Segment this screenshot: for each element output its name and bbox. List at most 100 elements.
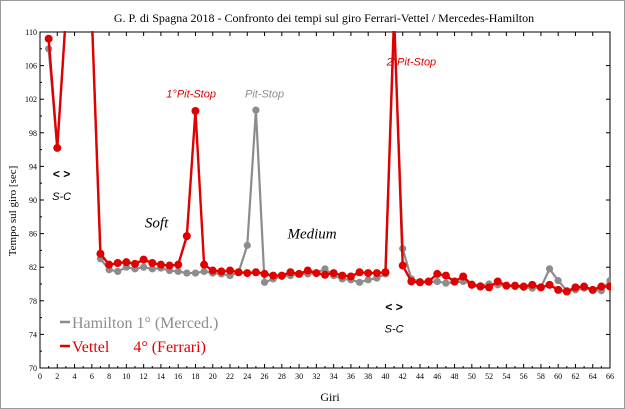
annotation-label: S-C: [385, 324, 404, 336]
data-point-vettel: [485, 283, 494, 292]
data-point-hamilton: [442, 279, 450, 287]
data-point-vettel: [105, 260, 114, 269]
data-point-vettel: [174, 260, 183, 269]
data-point-hamilton: [200, 267, 208, 275]
x-tick-label: 48: [451, 372, 459, 381]
series-group: [44, 11, 611, 296]
data-point-vettel: [243, 269, 252, 278]
data-point-vettel: [269, 271, 278, 280]
data-point-vettel: [355, 268, 364, 277]
data-point-vettel: [450, 277, 459, 286]
data-point-vettel: [407, 277, 416, 286]
x-tick-label: 12: [140, 372, 148, 381]
series-line-hamilton: [47, 31, 611, 292]
data-point-vettel: [191, 106, 200, 115]
data-point-vettel: [286, 268, 295, 277]
x-tick-label: 4: [73, 372, 77, 381]
annotation-label: 1°Pit-Stop: [166, 89, 216, 101]
data-point-vettel: [416, 278, 424, 287]
annotation-label: S-C: [52, 191, 71, 203]
y-tick-label: 94: [29, 162, 37, 171]
data-point-vettel: [44, 34, 53, 43]
data-point-hamilton: [554, 277, 562, 285]
data-point-vettel: [338, 271, 347, 280]
x-tick-label: 30: [295, 372, 303, 381]
data-point-vettel: [88, 11, 96, 19]
y-tick-label: 70: [29, 364, 37, 373]
legend: Hamilton 1° (Merced.) Vettel 4° (Ferrari): [60, 315, 218, 356]
data-point-vettel: [502, 281, 511, 290]
data-point-vettel: [165, 261, 174, 270]
legend-label: Hamilton 1° (Merced.): [72, 315, 218, 332]
x-tick-label: 50: [468, 372, 476, 381]
data-point-vettel: [260, 269, 269, 278]
data-point-vettel: [467, 280, 476, 289]
x-tick-label: 18: [191, 372, 199, 381]
data-point-vettel: [277, 271, 286, 280]
data-point-vettel: [96, 249, 105, 258]
data-point-hamilton: [183, 269, 191, 277]
x-tick-label: 62: [571, 372, 579, 381]
data-point-vettel: [79, 11, 87, 19]
data-point-vettel: [217, 267, 226, 276]
x-tick-label: 58: [537, 372, 545, 381]
x-tick-label: 14: [157, 372, 165, 381]
y-tick-label: 78: [29, 297, 37, 306]
data-point-hamilton: [243, 241, 251, 249]
data-point-vettel: [554, 285, 563, 294]
data-point-hamilton: [364, 276, 372, 284]
x-tick-label: 40: [381, 372, 389, 381]
data-point-vettel: [493, 277, 502, 286]
data-point-hamilton: [545, 265, 554, 273]
x-tick-label: 52: [485, 372, 493, 381]
x-tick-label: 24: [243, 372, 251, 381]
x-tick-label: 46: [433, 372, 441, 381]
x-tick-label: 56: [520, 372, 528, 381]
y-tick-label: 106: [25, 62, 37, 71]
data-point-vettel: [511, 281, 519, 290]
data-point-vettel: [71, 11, 79, 19]
y-tick-label: 102: [25, 95, 37, 104]
data-point-hamilton: [606, 277, 611, 285]
data-point-vettel: [234, 268, 243, 277]
y-tick-label: 74: [29, 330, 37, 339]
data-point-vettel: [62, 11, 70, 19]
x-tick-label: 44: [416, 372, 424, 381]
annotation-label: Pit-Stop: [245, 89, 284, 101]
data-point-vettel: [519, 282, 528, 291]
data-point-vettel: [424, 277, 433, 286]
data-point-hamilton: [174, 267, 182, 275]
data-point-vettel: [562, 287, 571, 296]
data-point-vettel: [346, 272, 355, 281]
y-tick-label: 110: [25, 28, 37, 37]
x-tick-label: 16: [174, 372, 182, 381]
x-tick-label: 42: [399, 372, 407, 381]
data-point-vettel: [398, 261, 407, 270]
data-point-vettel: [139, 255, 148, 264]
data-point-hamilton: [260, 278, 269, 286]
x-tick-label: 22: [226, 372, 234, 381]
data-point-vettel: [148, 259, 157, 267]
x-axis-label: Giri: [320, 390, 340, 404]
data-point-vettel: [329, 269, 338, 278]
x-tick-label: 2: [55, 372, 59, 381]
data-point-vettel: [571, 283, 580, 292]
data-point-vettel: [381, 268, 390, 277]
data-point-hamilton: [321, 265, 329, 273]
data-point-hamilton: [148, 265, 156, 273]
annotation-label: Medium: [286, 227, 336, 243]
data-point-hamilton: [433, 277, 441, 286]
x-tick-label: 66: [606, 372, 614, 381]
data-point-hamilton: [252, 106, 260, 114]
data-point-vettel: [441, 271, 450, 280]
data-point-vettel: [200, 260, 209, 269]
data-point-vettel: [364, 269, 373, 278]
annotation-label: Soft: [145, 216, 169, 232]
data-point-vettel: [528, 280, 537, 289]
annotation-label: < >: [385, 300, 402, 314]
data-point-hamilton: [80, 12, 87, 19]
chart-title: G. P. di Spagna 2018 - Confronto dei tem…: [114, 11, 534, 25]
data-point-hamilton: [355, 278, 364, 286]
y-tick-label: 86: [29, 230, 37, 239]
